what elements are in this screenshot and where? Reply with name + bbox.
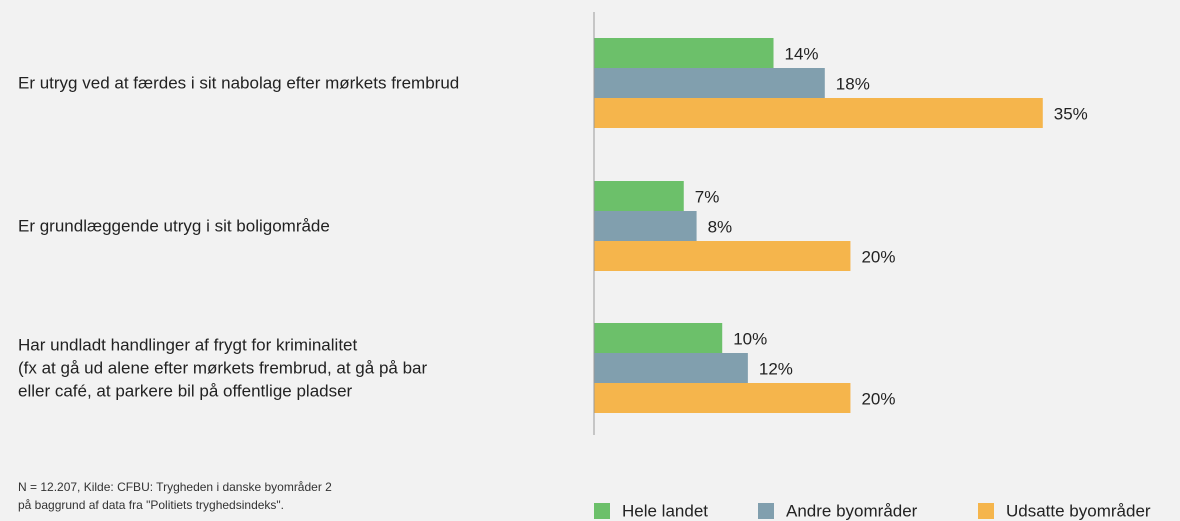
bar (594, 241, 851, 271)
bar (594, 68, 825, 98)
source-note: N = 12.207, Kilde: CFBU: Trygheden i dan… (18, 480, 332, 512)
value-label: 12% (759, 359, 793, 378)
bar (594, 98, 1043, 128)
value-label: 18% (836, 74, 870, 93)
value-label: 8% (708, 217, 733, 236)
legend-swatch (594, 503, 610, 519)
value-label: 14% (785, 44, 819, 63)
value-label: 20% (861, 247, 895, 266)
bar (594, 211, 697, 241)
category-label: Har undladt handlinger af frygt for krim… (18, 335, 428, 401)
legend-swatch (978, 503, 994, 519)
bar (594, 181, 684, 211)
value-label: 20% (861, 389, 895, 408)
value-label: 10% (733, 329, 767, 348)
bar (594, 323, 723, 353)
legend-label: Hele landet (622, 501, 708, 520)
bar (594, 38, 774, 68)
legend-label: Udsatte byområder (1006, 501, 1151, 520)
bar (594, 353, 748, 383)
legend-label: Andre byområder (786, 501, 918, 520)
value-label: 35% (1054, 104, 1088, 123)
legend-swatch (758, 503, 774, 519)
bar (594, 383, 851, 413)
category-label: Er grundlæggende utryg i sit boligområde (18, 216, 330, 236)
category-label: Er utryg ved at færdes i sit nabolag eft… (18, 73, 460, 93)
value-label: 7% (695, 187, 720, 206)
